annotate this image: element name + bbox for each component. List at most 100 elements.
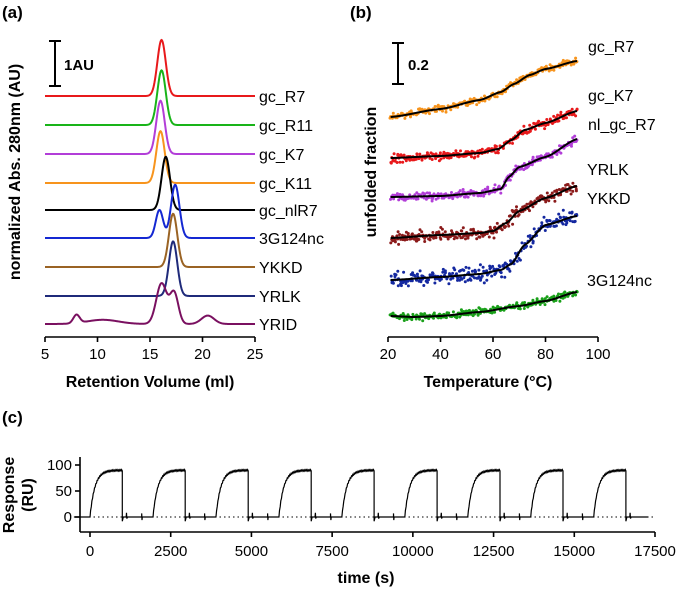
series-label: gc_K11 [259, 176, 312, 193]
data-point [572, 62, 576, 66]
series-label: YRLK [259, 289, 301, 306]
series-label: YRLK [587, 162, 629, 179]
data-point [389, 274, 393, 278]
chart-a-scale-bar: 1AU [49, 40, 94, 87]
data-point [500, 228, 504, 232]
data-point [404, 159, 408, 163]
data-point [431, 231, 435, 234]
data-point [498, 265, 502, 269]
tick-label: 15 [142, 346, 159, 363]
data-point [404, 282, 408, 285]
chart-c-y-ticks: 0 50 100 [47, 457, 80, 526]
tick-label: 20 [380, 346, 397, 363]
data-point [562, 215, 566, 219]
data-point [466, 195, 470, 199]
data-point [501, 146, 505, 150]
data-point [548, 219, 552, 223]
series-trace [45, 69, 255, 126]
data-point [543, 229, 547, 232]
data-point [475, 103, 479, 107]
data-point [418, 152, 422, 156]
data-point [467, 271, 471, 274]
data-point [459, 149, 462, 153]
chart-a-x-ticks: 5 10 15 20 25 [41, 337, 263, 363]
chart-b-scale-bar: 0.2 [392, 42, 429, 85]
data-point [391, 111, 395, 115]
data-point [531, 239, 535, 243]
data-point [391, 281, 395, 285]
data-point [406, 284, 410, 288]
data-point [552, 294, 556, 298]
data-point [480, 274, 484, 278]
data-point [399, 237, 403, 241]
data-point [508, 269, 512, 273]
data-point [391, 311, 395, 315]
tick-label: 5000 [235, 543, 268, 560]
data-point [469, 228, 473, 232]
data-point [459, 229, 463, 233]
data-point [545, 219, 549, 223]
chart-c-sensorgram-trace [73, 468, 649, 522]
data-point [531, 298, 535, 302]
series-trace [45, 129, 255, 184]
data-point [511, 222, 515, 226]
data-point [477, 275, 481, 279]
data-point [542, 215, 546, 219]
data-point [550, 191, 554, 195]
data-point [571, 136, 575, 140]
data-point [455, 236, 459, 240]
tick-label: 17500 [634, 543, 676, 560]
data-point [436, 316, 440, 320]
data-point [418, 269, 422, 273]
data-point [495, 95, 499, 99]
data-point [402, 319, 406, 322]
fit-curve [390, 60, 578, 118]
series-label: YRID [259, 317, 297, 334]
data-point [515, 301, 519, 305]
data-point [555, 153, 559, 156]
data-point [464, 265, 468, 269]
data-point [571, 189, 575, 193]
data-point [432, 311, 436, 315]
data-point [515, 205, 518, 209]
data-point [423, 312, 427, 316]
data-point [531, 205, 535, 209]
tick-label: 50 [55, 483, 72, 500]
data-point [458, 189, 462, 193]
data-point [504, 225, 507, 228]
data-point [483, 94, 486, 98]
data-point [480, 147, 484, 151]
data-point [529, 245, 533, 249]
data-point [545, 191, 549, 195]
data-point [400, 197, 404, 201]
data-point [500, 275, 504, 279]
chart-a-scale-bar-label: 1AU [64, 57, 94, 74]
data-point [464, 237, 467, 241]
data-point [533, 127, 537, 131]
data-point [493, 190, 497, 194]
data-point [503, 275, 507, 279]
data-point [402, 270, 406, 274]
data-point [444, 316, 448, 320]
data-point [396, 284, 400, 288]
data-point [428, 191, 432, 195]
data-point [456, 276, 460, 280]
series-label: gc_K7 [588, 88, 633, 105]
data-point [392, 152, 396, 156]
data-point [490, 274, 494, 278]
data-point [417, 238, 421, 241]
data-point [528, 123, 532, 127]
data-point [565, 116, 568, 120]
data-point [543, 303, 547, 307]
data-point [448, 235, 452, 239]
data-point [574, 56, 578, 60]
fit-curve [390, 185, 578, 239]
data-point [396, 230, 400, 234]
data-point [575, 107, 579, 111]
data-point [439, 157, 443, 161]
data-point [492, 236, 496, 240]
data-point [411, 312, 415, 316]
data-point [462, 268, 466, 272]
series-label: gc_K7 [259, 147, 304, 164]
data-point [410, 279, 414, 283]
